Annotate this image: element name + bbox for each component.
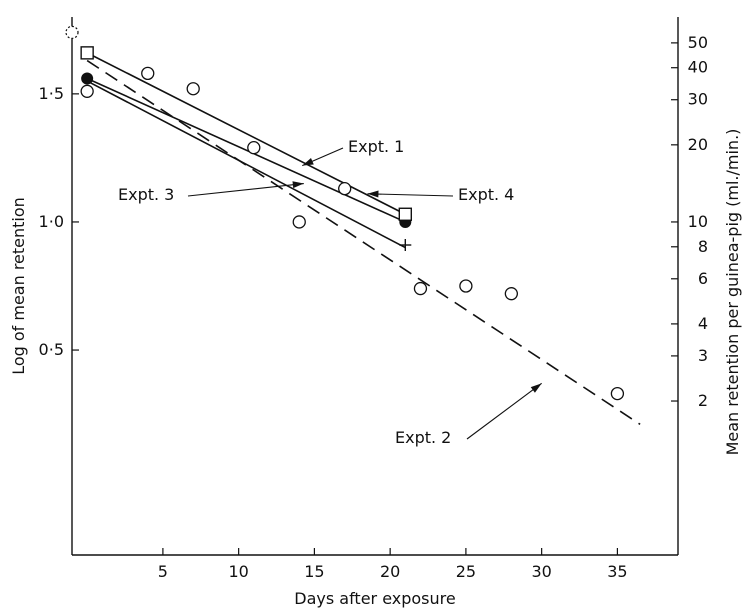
line-expt-2 bbox=[86, 59, 641, 426]
y-axis-title-right: Mean retention per guinea-pig (ml./min.) bbox=[723, 129, 742, 456]
point-expt-1 bbox=[81, 72, 94, 85]
series-lines bbox=[86, 52, 641, 426]
annotation-expt-1: Expt. 1 bbox=[348, 137, 404, 156]
x-tick-label: 25 bbox=[456, 562, 476, 581]
x-tick-label: 15 bbox=[304, 562, 324, 581]
point-expt-2 bbox=[504, 287, 519, 301]
y2-tick-label: 2 bbox=[698, 391, 708, 410]
point-expt-4 bbox=[398, 207, 412, 221]
axes bbox=[71, 17, 679, 556]
point-expt-2 bbox=[338, 181, 352, 196]
annotation-expt-3: Expt. 3 bbox=[118, 185, 174, 204]
y2-tick-label: 10 bbox=[688, 212, 708, 231]
annotation-arrow-expt-2 bbox=[466, 382, 542, 440]
point-expt-4 bbox=[80, 46, 94, 60]
annotation-arrowhead-expt-3 bbox=[292, 181, 304, 189]
line-expt-3 bbox=[86, 80, 406, 249]
point-expt-3 bbox=[399, 239, 412, 252]
x-tick-label: 30 bbox=[531, 562, 551, 581]
line-expt-1 bbox=[86, 77, 406, 223]
ticks: 5 10 15 20 25 30 35 0·5 1·0 1·5 2 3 4 6 8 10 20 30 40 50 bbox=[39, 33, 708, 581]
y-tick-label: 1·0 bbox=[39, 212, 64, 231]
annotation-arrow-expt-4 bbox=[367, 193, 454, 197]
annotation-expt-4: Expt. 4 bbox=[458, 185, 514, 204]
series-markers bbox=[65, 25, 625, 401]
line-expt-4 bbox=[86, 52, 406, 215]
point-expt-2 bbox=[413, 281, 428, 296]
x-axis-title: Days after exposure bbox=[294, 589, 455, 608]
point-expt-2 bbox=[247, 141, 261, 155]
annotation-expt-2: Expt. 2 bbox=[395, 428, 451, 447]
point-expt-2 bbox=[292, 215, 306, 229]
y-tick-label: 1·5 bbox=[39, 84, 64, 103]
point-expt-2 bbox=[186, 82, 200, 96]
x-tick-label: 5 bbox=[158, 562, 168, 581]
annotation-arrowhead-expt-1 bbox=[302, 158, 314, 166]
y2-tick-label: 4 bbox=[698, 314, 708, 333]
y2-tick-label: 50 bbox=[688, 33, 708, 52]
y-tick-label: 0·5 bbox=[39, 340, 64, 359]
y2-tick-label: 20 bbox=[688, 135, 708, 154]
annotation-arrowhead-expt-4 bbox=[367, 190, 379, 198]
annotation-arrowhead-expt-2 bbox=[530, 383, 542, 393]
y2-tick-label: 30 bbox=[688, 90, 708, 109]
x-tick-label: 10 bbox=[228, 562, 248, 581]
point-expt-2 bbox=[610, 386, 625, 401]
y2-tick-label: 8 bbox=[698, 237, 708, 256]
y2-tick-label: 6 bbox=[698, 269, 708, 288]
annotation-arrow-expt-3 bbox=[187, 182, 304, 197]
point-expt-2 bbox=[459, 279, 473, 293]
point-expt-2 bbox=[141, 66, 155, 81]
x-tick-label: 20 bbox=[380, 562, 400, 581]
x-tick-label: 35 bbox=[607, 562, 627, 581]
y2-tick-label: 40 bbox=[688, 58, 708, 77]
y-axis-title-left: Log of mean retention bbox=[9, 197, 28, 375]
point-expt-2 bbox=[65, 25, 79, 39]
annotations: Expt. 1 Expt. 4 Expt. 3 Expt. 2 bbox=[118, 137, 542, 447]
point-expt-2 bbox=[80, 84, 94, 98]
y2-tick-label: 3 bbox=[698, 346, 708, 365]
